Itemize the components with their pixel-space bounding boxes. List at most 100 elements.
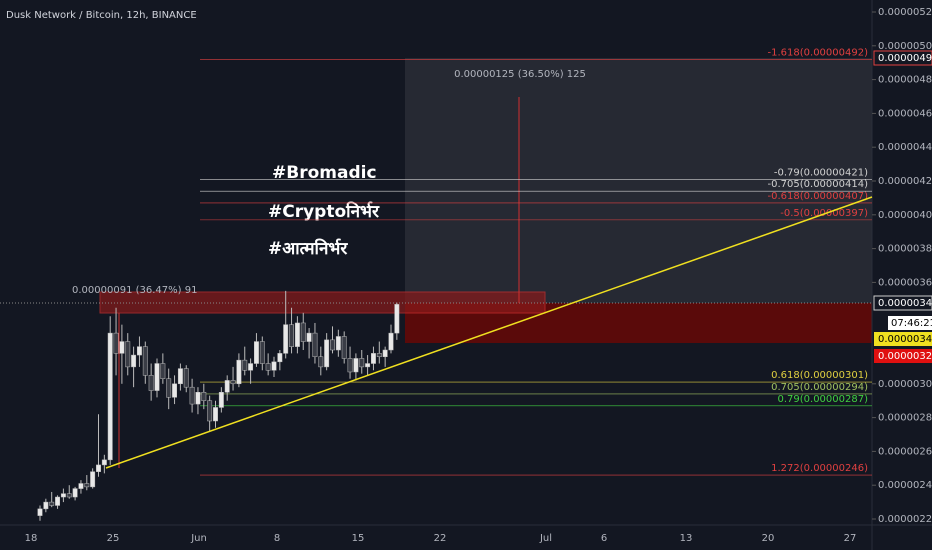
candle-body — [37, 508, 43, 516]
candle-body — [353, 358, 359, 373]
candle-body — [394, 304, 400, 334]
candle-body — [213, 407, 218, 422]
candle-body — [119, 341, 125, 354]
hashtag: #Cryptoनिर्भर — [268, 201, 380, 222]
badge-label: 0.00000324 — [878, 351, 932, 362]
x-tick-label: Jul — [539, 533, 552, 544]
candle-body — [166, 378, 172, 398]
candle-body — [137, 346, 142, 356]
fib-label: 0.79(0.00000287) — [777, 394, 868, 405]
badge-label: 0.00000347 — [878, 298, 932, 309]
candle-body — [201, 392, 207, 401]
badge-label: 07:46:21 — [891, 318, 932, 329]
badge — [873, 295, 932, 311]
candle-body — [388, 332, 394, 351]
candle-body — [78, 483, 84, 489]
candle-body — [236, 359, 242, 385]
candle-body — [300, 322, 306, 342]
fib-label: 0.618(0.00000301) — [771, 370, 868, 381]
candle-body — [376, 353, 382, 358]
candle-body — [177, 368, 183, 385]
x-tick-label: 8 — [274, 533, 280, 544]
candle-body — [318, 356, 324, 368]
x-tick-label: 25 — [107, 533, 120, 544]
candle-body — [224, 380, 230, 393]
candle-body — [371, 353, 376, 364]
x-tick-label: 13 — [680, 533, 693, 544]
candle-body — [183, 368, 189, 388]
candle-body — [335, 336, 341, 351]
candle-body — [60, 493, 66, 498]
candle-body — [125, 341, 131, 368]
candle-body — [254, 341, 259, 364]
hashtag: #Bromadic — [272, 163, 377, 183]
fib-label: -0.618(0.00000407) — [768, 191, 869, 202]
candle-body — [154, 363, 160, 391]
candle-body — [277, 353, 283, 363]
candle-body — [172, 383, 178, 398]
annotation: 0.00000091 (36.47%) 91 — [72, 285, 197, 296]
x-tick-label: 6 — [601, 533, 607, 544]
candle-body — [96, 464, 101, 472]
candle-body — [341, 336, 347, 359]
x-tick-label: 15 — [352, 533, 365, 544]
candle-body — [359, 358, 365, 368]
fib-label: 1.272(0.00000246) — [771, 463, 868, 474]
x-tick-label: 18 — [25, 533, 38, 544]
candle-body — [218, 392, 224, 408]
candle-body — [283, 324, 289, 354]
candle-body — [248, 363, 254, 371]
candle-body — [242, 359, 248, 371]
candle-body — [230, 380, 236, 385]
candle-body — [312, 332, 318, 358]
candle-body — [289, 324, 295, 347]
candle-body — [265, 363, 271, 371]
badge-label: 0.00000346 — [878, 334, 932, 345]
fib-label: -0.79(0.00000421) — [774, 167, 868, 178]
hashtag: #आत्मनिर्भर — [268, 238, 348, 259]
badge — [873, 50, 932, 66]
candle-body — [324, 339, 330, 368]
candle-body — [189, 386, 195, 405]
candle-body — [207, 400, 213, 422]
candle-body — [101, 459, 107, 466]
candle-body — [49, 501, 55, 506]
candle-body — [72, 488, 78, 498]
range-box — [99, 291, 546, 314]
candle-body — [306, 332, 312, 342]
candle-body — [66, 493, 72, 498]
candle-body — [131, 354, 137, 368]
x-tick-label: Jun — [190, 533, 207, 544]
trendline — [105, 196, 873, 469]
badge-label: 0.00000492 — [878, 53, 932, 64]
badge — [874, 349, 932, 363]
candle-body — [113, 332, 119, 354]
candle-body — [294, 322, 300, 347]
candle-body — [142, 346, 148, 376]
x-tick-label: 27 — [844, 533, 857, 544]
fib-label: 0.705(0.00000294) — [771, 382, 868, 393]
candle-body — [347, 358, 353, 373]
candle-body — [160, 363, 166, 379]
annotation: 0.00000125 (36.50%) 125 — [454, 69, 586, 80]
candle-body — [382, 349, 388, 358]
candle-body — [271, 361, 277, 371]
badge — [874, 332, 932, 346]
candle-body — [90, 471, 96, 488]
chart-title: Dusk Network / Bitcoin, 12h, BINANCE — [6, 10, 197, 21]
candle-body — [55, 496, 60, 506]
badge — [888, 316, 932, 330]
candle-body — [195, 392, 201, 405]
x-tick-label: 20 — [762, 533, 775, 544]
candle-body — [43, 501, 49, 510]
